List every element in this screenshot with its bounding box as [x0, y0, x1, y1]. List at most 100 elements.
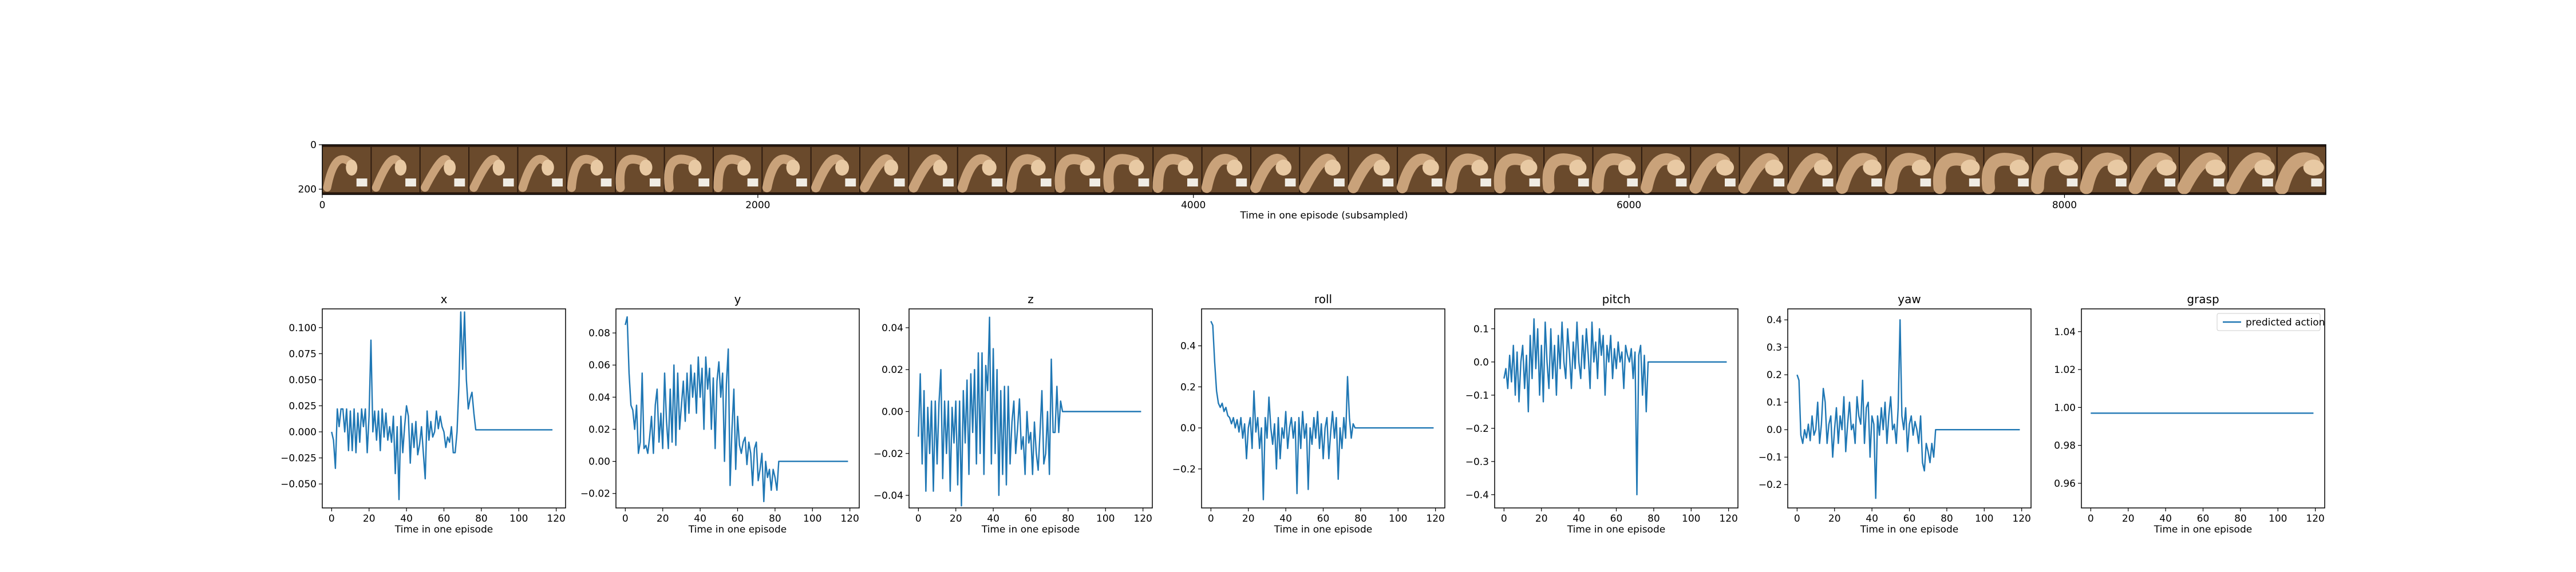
robot-arm-shape — [372, 155, 402, 192]
plot-area — [322, 309, 566, 508]
subplot-roll: 0 20 40 60 80 100 120 −0.2 0.0 0.2 0.4 roll Time in … — [1172, 292, 1445, 535]
x-tick-label: 60 — [1610, 513, 1623, 525]
y-tick-label: 0.00 — [588, 456, 610, 468]
filmstrip-frame — [323, 147, 371, 192]
robot-arm-shape — [1348, 153, 1386, 193]
robot-arm-shape — [1054, 154, 1091, 193]
subplot-title: z — [1028, 292, 1034, 306]
plot-area — [616, 309, 859, 508]
y-tick-label: 0.000 — [289, 427, 317, 438]
gripper-shape — [2254, 160, 2275, 176]
plot-area — [1788, 309, 2031, 508]
y-tick-label: −0.025 — [280, 453, 317, 464]
object-shape — [356, 178, 368, 186]
gripper-shape — [542, 160, 554, 176]
object-shape — [1040, 178, 1052, 186]
robot-arm-shape — [1494, 153, 1534, 193]
gripper-shape — [590, 160, 603, 176]
object-shape — [405, 178, 416, 186]
x-tick-label: 100 — [803, 513, 821, 525]
gripper-shape — [1031, 160, 1046, 176]
gripper-shape — [346, 160, 358, 176]
robot-arm-shape — [1396, 153, 1436, 193]
robot-arm-shape — [615, 154, 649, 192]
robot-arm-shape — [908, 154, 943, 193]
x-tick-label: 120 — [2012, 513, 2030, 525]
subplot-yaw: 0 20 40 60 80 100 120 −0.2 −0.1 0.0 0.1 0.2 0.3 0.4 ya… — [1759, 292, 2032, 535]
filmstrip-frame — [713, 147, 762, 192]
filmstrip-frame — [2275, 147, 2325, 194]
object-shape — [2067, 178, 2078, 186]
filmstrip-frame — [1348, 147, 1397, 193]
object-shape — [1236, 178, 1247, 186]
object-shape — [1822, 178, 1834, 186]
robot-arm-shape — [1445, 153, 1485, 193]
x-tick-label: 60 — [1903, 513, 1916, 525]
robot-arm-shape — [1250, 154, 1288, 193]
gripper-shape — [1226, 160, 1243, 176]
robot-arm-shape — [1299, 153, 1337, 193]
x-tick-label: 40 — [400, 513, 413, 525]
filmstrip-frame — [1884, 147, 1935, 194]
x-tick-label: 20 — [1535, 513, 1548, 525]
subplot-title: grasp — [2187, 292, 2219, 306]
x-tick-label: 20 — [950, 513, 962, 525]
x-tick-label: 80 — [1062, 513, 1074, 525]
x-tick-label: 60 — [438, 513, 451, 525]
object-shape — [1138, 178, 1149, 186]
gripper-shape — [444, 160, 456, 176]
y-tick-label: 0.4 — [1180, 341, 1196, 352]
robot-arm-shape — [421, 155, 452, 192]
gripper-shape — [639, 160, 653, 176]
filmstrip-frame — [1494, 147, 1544, 193]
object-shape — [1627, 178, 1638, 186]
filmstrip-frame — [1836, 147, 1886, 194]
y-tick-label: 0.2 — [1767, 370, 1782, 381]
x-axis-label: Time in one episode — [981, 524, 1080, 535]
gripper-shape — [1569, 160, 1587, 176]
gripper-shape — [2303, 160, 2324, 176]
robot-arm-shape — [860, 154, 895, 193]
filmstrip-frame — [1103, 147, 1153, 193]
x-tick-label: 100 — [1975, 513, 1993, 525]
y-tick-label: 0.98 — [2054, 440, 2076, 452]
filmstrip-frame — [1445, 147, 1495, 193]
object-shape — [1382, 178, 1394, 186]
x-axis-label: Time in one episode — [688, 524, 787, 535]
gripper-shape — [1863, 160, 1882, 176]
y-tick-label: 0.00 — [882, 406, 903, 418]
x-tick-label: 100 — [1389, 513, 1407, 525]
filmstrip-frame — [1641, 147, 1690, 194]
y-tick-label: 0.04 — [882, 323, 903, 334]
object-shape — [1089, 178, 1101, 186]
object-shape — [1578, 178, 1589, 186]
x-tick-label: 40 — [987, 513, 999, 525]
object-shape — [1773, 178, 1785, 186]
object-shape — [1285, 178, 1296, 186]
object-shape — [649, 178, 661, 186]
y-tick-label: 0.06 — [588, 360, 610, 371]
y-tick-label: 0.0 — [1767, 424, 1782, 436]
subplot-x: 0 20 40 60 80 100 120 −0.050 −0.025 0.000 0.025 0.0… — [280, 292, 566, 535]
filmstrip-border — [322, 144, 2326, 195]
subplot-title: pitch — [1602, 292, 1631, 306]
filmstrip-frame — [1250, 147, 1299, 193]
object-shape — [1480, 178, 1491, 186]
robot-arm-shape — [469, 155, 501, 192]
gripper-shape — [1422, 160, 1439, 176]
filmstrip-frame — [1542, 147, 1593, 194]
robot-arm-shape — [1152, 154, 1190, 193]
filmstrip-frame — [567, 147, 615, 192]
x-tick-label: 40 — [694, 513, 706, 525]
x-tick-label: 0 — [1208, 513, 1214, 525]
x-tick-label: 120 — [547, 513, 565, 525]
y-tick-label: 1.02 — [2054, 364, 2076, 376]
x-tick-label: 60 — [2197, 513, 2210, 525]
filmstrip-frame — [420, 147, 469, 192]
gripper-shape — [2205, 160, 2226, 176]
plot-area — [1202, 309, 1445, 508]
object-shape — [747, 178, 758, 186]
robot-arm-shape — [811, 154, 846, 193]
y-tick-label: 0.025 — [289, 400, 317, 412]
